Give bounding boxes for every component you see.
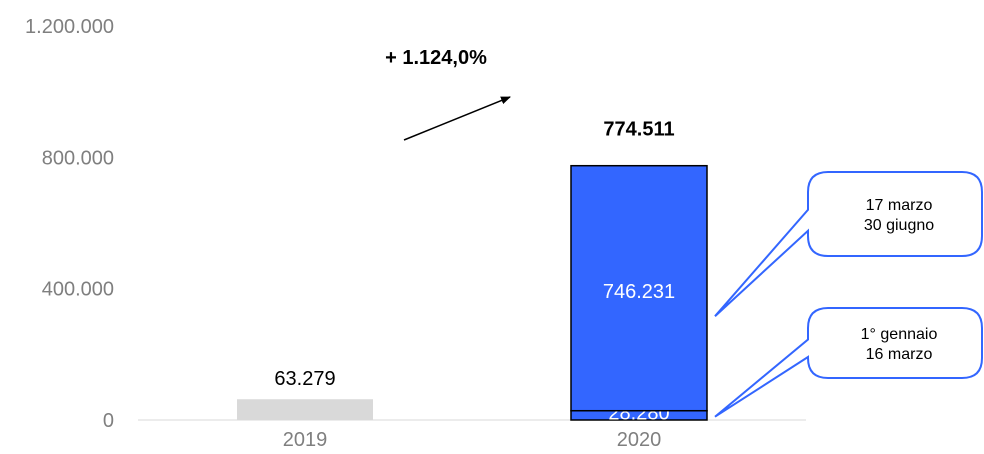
growth-annotation: + 1.124,0% <box>385 47 487 69</box>
y-tick-label: 1.200.000 <box>25 16 114 38</box>
bar-segment <box>570 164 708 412</box>
x-tick-label: 2019 <box>283 429 328 451</box>
callout-text: 16 marzo <box>866 346 933 363</box>
x-tick-label: 2020 <box>617 429 662 451</box>
annotations: + 1.124,0% 17 marzo 30 giugno 1° gennaio 16 … <box>385 47 983 418</box>
x-axis: 2019 2020 <box>283 429 662 451</box>
y-axis: 0 400.000 800.000 1.200.000 <box>25 16 114 432</box>
callout-text: 1° gennaio <box>861 326 938 343</box>
callout-balloon <box>714 171 983 317</box>
callout-text: 17 marzo <box>866 197 933 214</box>
bar-segment <box>237 399 373 420</box>
callout-balloon <box>714 307 983 418</box>
growth-arrow <box>403 96 511 141</box>
segment-value-label: 746.231 <box>603 281 675 303</box>
bar-total-label: 63.279 <box>274 368 335 390</box>
callout-text: 30 giugno <box>864 217 934 234</box>
y-tick-label: 400.000 <box>42 279 114 301</box>
y-tick-label: 0 <box>103 410 114 432</box>
y-tick-label: 800.000 <box>42 147 114 169</box>
bar-total-label: 774.511 <box>603 119 674 141</box>
